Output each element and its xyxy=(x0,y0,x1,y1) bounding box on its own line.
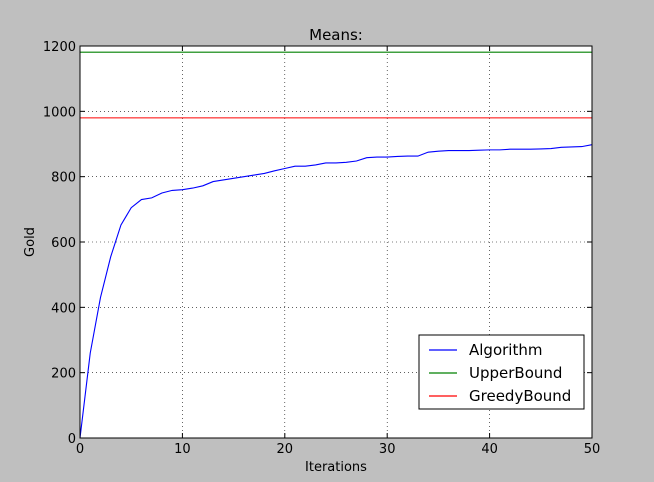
x-tick-label: 30 xyxy=(379,442,396,457)
legend-box xyxy=(418,334,585,410)
y-axis-label: Gold xyxy=(23,227,38,257)
grid-lines xyxy=(80,46,592,438)
x-tick-label: 50 xyxy=(584,442,601,457)
legend-label: GreedyBound xyxy=(469,387,571,405)
y-tick-label: 400 xyxy=(51,301,76,316)
axis-ticks: 0 10 20 30 40 50 0 200 400 600 800 1000 1200 xyxy=(43,40,600,457)
y-tick-label: 1000 xyxy=(43,105,76,120)
y-tick-label: 1200 xyxy=(43,40,76,55)
y-tick-label: 800 xyxy=(51,171,76,186)
x-axis-label: Iterations xyxy=(305,460,367,475)
series-line-algorithm xyxy=(79,144,593,439)
x-tick-label: 10 xyxy=(174,442,191,457)
x-tick-label: 0 xyxy=(76,442,84,457)
y-tick-label: 600 xyxy=(51,236,76,251)
y-tick-label: 0 xyxy=(68,432,76,447)
series-lines xyxy=(79,51,593,439)
legend-label: UpperBound xyxy=(469,364,562,382)
chart-title: Means: xyxy=(309,26,363,44)
legend: Algorithm UpperBound GreedyBound xyxy=(418,334,585,410)
x-tick-label: 20 xyxy=(277,442,294,457)
y-tick-label: 200 xyxy=(51,367,76,382)
legend-label: Algorithm xyxy=(469,341,542,359)
x-tick-label: 40 xyxy=(481,442,498,457)
